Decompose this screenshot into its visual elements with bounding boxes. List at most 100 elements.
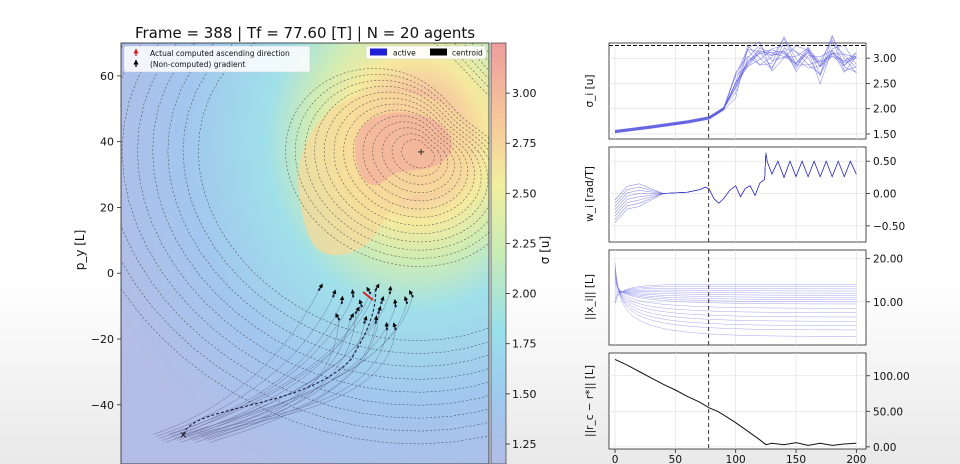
agent-marker <box>340 301 343 305</box>
agent-trajectory <box>201 329 396 437</box>
agent-marker <box>317 288 321 291</box>
contour-line <box>121 43 489 406</box>
agent-marker <box>332 295 335 298</box>
panel-ytick-label: 20.00 <box>873 254 903 266</box>
agent-trajectory <box>153 289 320 435</box>
legend-active-swatch <box>370 48 387 56</box>
panel-ytick-label: 0.00 <box>873 189 896 201</box>
colorbar-tick-label: 2.50 <box>512 187 537 200</box>
agent-marker <box>411 295 414 298</box>
panel-ytick-label: 3.00 <box>873 53 896 65</box>
agent-marker <box>349 318 352 321</box>
agent-marker <box>394 327 397 331</box>
dist-agent-line <box>614 283 857 303</box>
field-contours <box>121 43 489 445</box>
panel-ytick-label: 2.00 <box>873 104 896 116</box>
colorbar-tick-label: 3.00 <box>512 87 537 100</box>
colorbar-tick-label: 1.50 <box>512 388 537 401</box>
agent-marker <box>351 295 355 298</box>
agent-trajectories <box>153 289 413 443</box>
field-peak-core <box>355 112 452 186</box>
legend-centroid-swatch <box>430 48 447 56</box>
agent-trajectory <box>168 292 371 435</box>
colorbar: 1.25 1.50 1.75 2.00 2.25 2.50 2.75 3.00 σ [u] <box>490 42 552 464</box>
panel-xtick-label: 0 <box>612 454 619 464</box>
dist-agent-line <box>614 289 857 297</box>
legend-entry-gradient: (Non-computed) gradient <box>150 60 245 69</box>
contour-line <box>294 73 489 259</box>
centroid-start-marker: × <box>179 430 187 441</box>
field-ytick-label: 20 <box>100 201 114 214</box>
contour-line <box>285 68 489 267</box>
dist-agent-line <box>615 291 857 296</box>
contour-line <box>182 43 489 354</box>
panel-error: 100.00 50.00 0.00 0 50 100 150 200 ||r_c − r*||… <box>584 352 910 464</box>
agent-marker <box>374 321 377 324</box>
agent-trajectory <box>210 312 379 443</box>
contour-line <box>372 121 455 193</box>
agent-marker <box>377 311 380 314</box>
panel-sigma: 3.00 2.50 2.00 1.50 σ_i [u] <box>584 34 896 141</box>
colorbar-tick-label: 2.25 <box>512 237 537 250</box>
panel-ytick-label: 0.50 <box>873 156 896 168</box>
agent-marker <box>354 311 358 314</box>
dist-agent-line <box>614 286 857 300</box>
colorbar-tick-label: 2.75 <box>512 137 537 150</box>
panel-ytick-label: 100.00 <box>873 371 910 383</box>
sigma-agent-line <box>614 34 857 131</box>
agent-marker <box>363 321 366 324</box>
agent-trajectory <box>156 296 334 437</box>
agent-trajectory <box>198 329 388 435</box>
field-ylabel: p_y [L] <box>73 230 87 271</box>
panel-ytick-label: 10.00 <box>873 297 903 309</box>
contour-line <box>333 97 482 226</box>
panel-xtick-label: 150 <box>786 454 806 464</box>
panel-error-ylabel: ||r_c − r*|| [L] <box>584 365 596 437</box>
agent-marker <box>360 304 363 308</box>
dist-agent-line <box>614 291 857 295</box>
figure-title: Frame = 388 | Tf = 77.60 [T] | N = 20 ag… <box>135 24 475 42</box>
peak-marker: + <box>417 147 425 158</box>
dist-agent-line <box>614 288 857 298</box>
dist-agent-line <box>614 284 857 305</box>
field-ytick-label: −20 <box>91 333 114 346</box>
agent-trajectory <box>180 306 396 443</box>
colorbar-tick-label: 1.75 <box>512 338 537 351</box>
legend-entry-ascending: Actual computed ascending direction <box>150 49 290 58</box>
panel-ytick-label: 1.50 <box>873 129 896 141</box>
omega-agent-line <box>614 152 857 204</box>
contour-line <box>401 139 435 169</box>
agents-layer <box>317 283 414 331</box>
field-ytick-label: 60 <box>100 70 114 83</box>
legend-entry-centroid: centroid <box>452 49 483 58</box>
agent-trajectory <box>186 296 413 437</box>
panel-omega-ylabel: w_i [rad/T] <box>584 166 596 222</box>
agent-trajectory <box>171 289 377 437</box>
agent-trajectory <box>204 319 340 439</box>
contour-line <box>314 85 489 243</box>
panel-dist-ylabel: ||x_i|| [L] <box>584 274 596 320</box>
agent-trajectory <box>192 322 365 441</box>
colorbar-gradient <box>490 42 507 464</box>
agent-marker <box>368 291 372 295</box>
field-ytick-label: 0 <box>107 267 114 280</box>
agent-marker <box>374 288 377 291</box>
field-legend-2: active centroid <box>365 45 487 60</box>
legend-entry-active: active <box>393 49 416 58</box>
time-series-panels: 3.00 2.50 2.00 1.50 σ_i [u] 0.50 0.00 −0.50 w… <box>584 34 910 464</box>
agent-marker <box>385 327 389 331</box>
contour-line <box>137 43 489 393</box>
contour-line <box>352 109 469 210</box>
field-legend: Actual computed ascending direction (Non… <box>123 45 311 73</box>
field-ytick-label: −40 <box>91 399 114 412</box>
contour-line <box>323 91 489 235</box>
agent-trajectory <box>159 302 343 439</box>
panel-ytick-label: 2.50 <box>873 78 896 90</box>
dist-agent-line <box>614 286 857 302</box>
colorbar-tick-label: 1.25 <box>512 438 537 451</box>
panel-sigma-ylabel: σ_i [u] <box>584 74 596 107</box>
panel-ytick-label: −0.50 <box>873 221 905 233</box>
colorbar-label: σ [u] <box>538 236 552 264</box>
agent-marker <box>405 301 409 305</box>
